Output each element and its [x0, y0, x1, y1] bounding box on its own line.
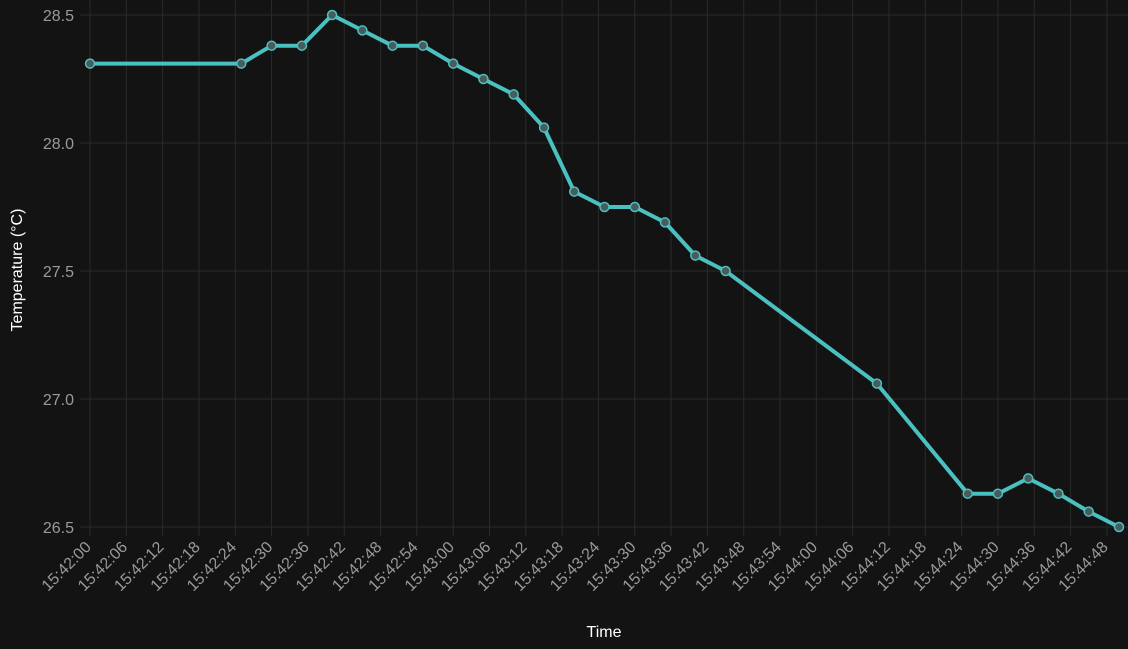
data-point[interactable]: [387, 40, 398, 51]
data-point[interactable]: [629, 201, 641, 213]
y-tick-label: 28.5: [43, 8, 74, 25]
data-point[interactable]: [1083, 506, 1094, 517]
data-point[interactable]: [417, 40, 429, 51]
data-point[interactable]: [508, 89, 519, 100]
data-point[interactable]: [568, 186, 580, 197]
series: [84, 9, 1125, 533]
data-point[interactable]: [447, 58, 459, 69]
y-axis-ticks: 26.5 27.0 27.5 28.0 28.5: [43, 8, 74, 537]
data-point[interactable]: [871, 378, 883, 389]
data-point[interactable]: [236, 58, 247, 69]
data-point[interactable]: [1053, 488, 1064, 499]
grid: [80, 0, 1128, 536]
data-point[interactable]: [357, 25, 368, 36]
data-point[interactable]: [690, 250, 701, 261]
data-point[interactable]: [84, 58, 96, 69]
x-axis-title: Time: [587, 624, 622, 641]
data-point[interactable]: [296, 40, 308, 51]
data-point[interactable]: [326, 9, 338, 21]
data-point[interactable]: [992, 488, 1004, 499]
data-point[interactable]: [962, 488, 973, 499]
y-tick-label: 27.0: [43, 392, 74, 409]
data-point[interactable]: [478, 73, 489, 85]
data-point[interactable]: [1113, 521, 1125, 533]
x-axis-ticks: 15:42:0015:42:0615:42:1215:42:1815:42:24…: [39, 539, 1112, 595]
data-point[interactable]: [659, 217, 671, 228]
y-axis-title: Temperature (°C): [9, 209, 26, 332]
y-tick-label: 27.5: [43, 264, 74, 281]
y-tick-label: 28.0: [43, 136, 74, 153]
data-point[interactable]: [538, 122, 550, 133]
data-point[interactable]: [1022, 473, 1034, 484]
y-tick-label: 26.5: [43, 520, 74, 537]
data-point[interactable]: [720, 265, 731, 277]
data-point[interactable]: [266, 40, 277, 51]
data-point[interactable]: [599, 201, 610, 213]
